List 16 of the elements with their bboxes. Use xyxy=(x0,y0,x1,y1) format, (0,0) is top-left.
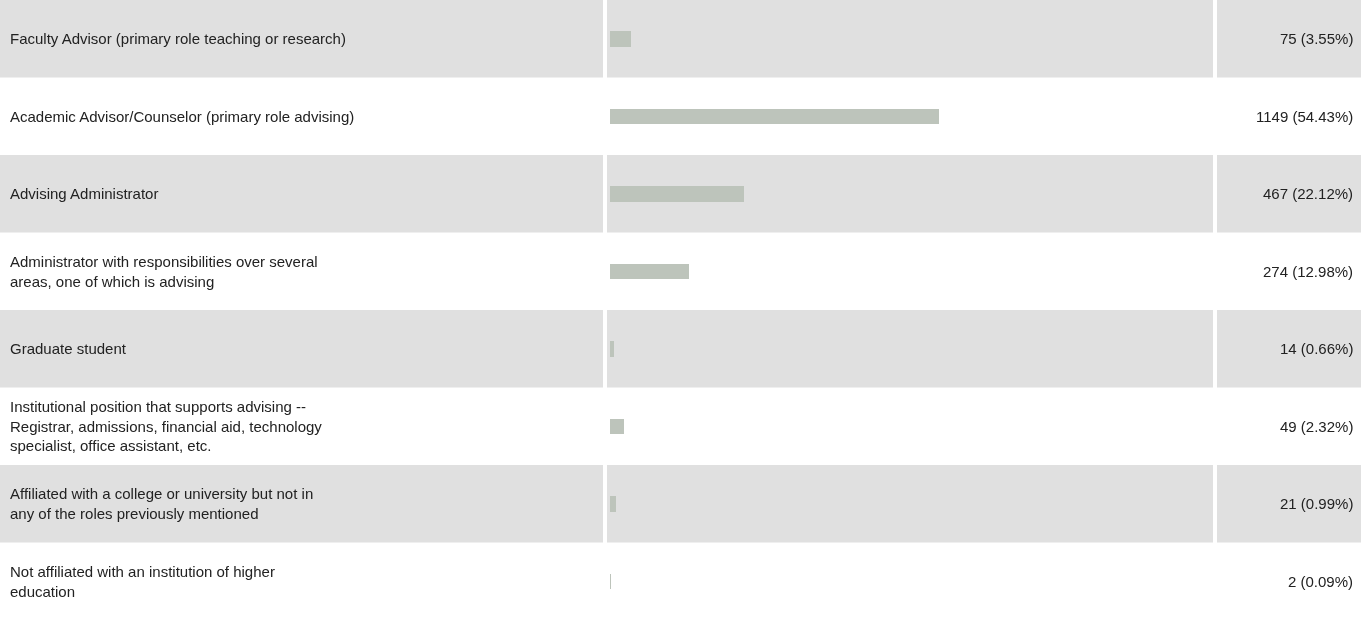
data-label: 21 (0.99%) xyxy=(1280,495,1354,512)
data-label: 14 (0.66%) xyxy=(1280,340,1354,357)
y-tick-label: Graduate student xyxy=(10,340,127,357)
data-label: 467 (22.12%) xyxy=(1263,185,1354,202)
data-label: 1149 (54.43%) xyxy=(1256,108,1354,125)
y-tick-label: Administrator with responsibilities over several areas, one of which is advising xyxy=(10,253,318,290)
data-label: 2 (0.09%) xyxy=(1288,573,1354,590)
y-tick-label: Not affiliated with an institution of higher education xyxy=(10,563,275,600)
y-tick-label: Academic Advisor/Counselor (primary role advising) xyxy=(10,108,355,125)
y-tick-label: Institutional position that supports advising -- Registrar, admissions, financial aid, technology specialist, office assistant, etc. xyxy=(10,398,323,454)
y-tick-label: Affiliated with a college or university but not in any of the roles previously mentioned xyxy=(10,485,314,522)
y-tick-label: Advising Administrator xyxy=(10,185,159,202)
data-label: 49 (2.32%) xyxy=(1280,418,1354,435)
data-label: 75 (3.55%) xyxy=(1280,30,1354,47)
y-tick-label: Faculty Advisor (primary role teaching or research) xyxy=(10,30,346,47)
data-label: 274 (12.98%) xyxy=(1263,263,1354,280)
